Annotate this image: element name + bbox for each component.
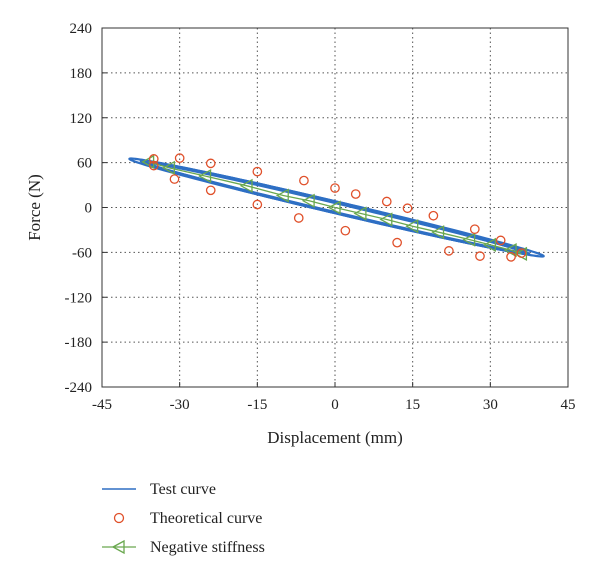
theoretical-curve-point <box>205 158 216 169</box>
test-curve-loop <box>144 160 528 255</box>
negative-stiffness-marker <box>431 225 445 240</box>
theoretical-curve-point <box>516 248 527 258</box>
theoretical-curve-point <box>506 252 516 262</box>
series-layer <box>128 153 545 262</box>
theoretical-curve-point <box>475 251 485 261</box>
negative-stiffness-marker <box>482 237 496 252</box>
x-axis-title: Displacement (mm) <box>267 428 403 447</box>
y-tick-label: -60 <box>72 245 92 261</box>
theoretical-curve-point <box>299 175 309 186</box>
y-tick-label: 180 <box>70 66 93 82</box>
x-tick-label: -30 <box>170 397 190 413</box>
y-tick-label: 60 <box>77 156 92 172</box>
negative-stiffness-marker <box>301 193 315 208</box>
negative-stiffness-marker <box>405 219 419 234</box>
negative-stiffness-marker <box>327 200 341 215</box>
theoretical-curve-point <box>444 246 454 256</box>
negative-stiffness-marker <box>353 206 367 221</box>
theoretical-curve-point <box>205 185 216 196</box>
negative-stiffness-marker <box>275 188 289 203</box>
x-tick-label: -45 <box>92 397 112 413</box>
theoretical-curve-point <box>174 153 185 163</box>
negative-stiffness-marker <box>161 160 175 175</box>
y-tick-label: -240 <box>65 380 93 396</box>
theoretical-curve-point <box>350 189 361 199</box>
negative-stiffness-marker <box>462 232 476 247</box>
theoretical-curve-point <box>252 166 263 177</box>
theoretical-curve-point <box>148 154 159 164</box>
y-tick-label: 240 <box>70 21 93 37</box>
theoretical-curve-point <box>495 235 506 246</box>
x-tick-label: 0 <box>331 397 339 413</box>
theoretical-curve-point <box>252 199 263 210</box>
y-axis-title: Force (N) <box>25 174 44 241</box>
theoretical-curve-point <box>428 210 439 221</box>
theoretical-curve-point <box>381 196 392 207</box>
negative-stiffness-marker <box>379 212 393 227</box>
theoretical-curve-point <box>469 224 480 235</box>
y-tick-label: 0 <box>85 201 93 217</box>
x-tick-label: 45 <box>561 397 576 413</box>
theoretical-curve-point <box>293 213 304 223</box>
negative-stiffness-marker <box>198 168 212 184</box>
theoretical-curve-point <box>148 160 159 171</box>
y-tick-label: -120 <box>65 290 93 306</box>
x-tick-label: -15 <box>247 397 267 413</box>
theoretical-curve-point <box>402 203 413 214</box>
legend-negative-stiffness-marker <box>111 539 125 555</box>
y-tick-label: 120 <box>70 111 93 127</box>
theoretical-curve-point <box>330 183 340 193</box>
x-tick-label: 30 <box>483 397 498 413</box>
legend-theoretical-curve-marker <box>113 512 125 524</box>
theoretical-curve-point <box>340 225 351 236</box>
legend-test-curve-label: Test curve <box>150 481 216 498</box>
legend-negative-stiffness-label: Negative stiffness <box>150 539 265 556</box>
legend: Test curve Theoretical curve Negative st… <box>102 481 265 556</box>
y-tick-label: -180 <box>65 335 93 351</box>
x-tick-label: 15 <box>405 397 420 413</box>
axis-ticks: -45 -30 -15 0 15 30 45 240 180 120 60 0 -60 -120 -180 -… <box>65 21 576 413</box>
negative-stiffness-marker <box>239 178 253 193</box>
theoretical-curve-point <box>392 237 402 248</box>
legend-theoretical-curve-label: Theoretical curve <box>150 510 262 527</box>
theoretical-curve-point <box>169 174 180 184</box>
negative-stiffness-line <box>148 161 522 255</box>
